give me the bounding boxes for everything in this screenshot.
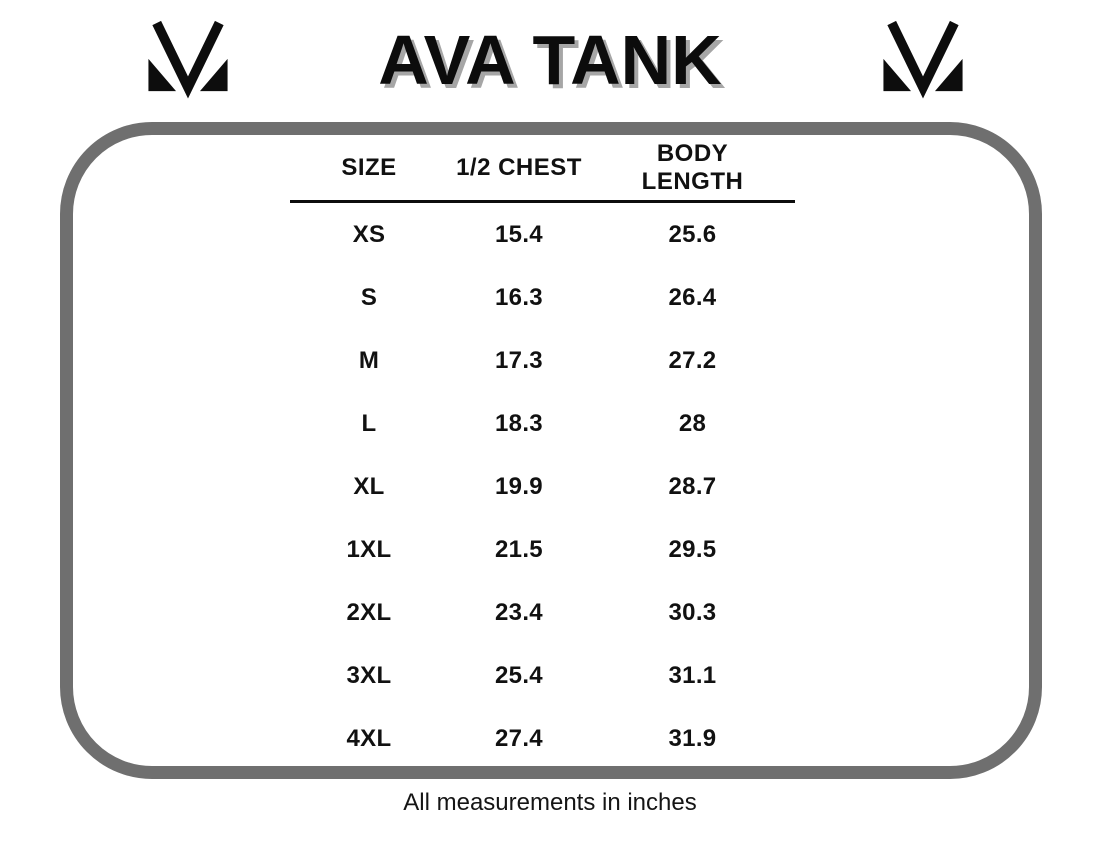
column-header-size: SIZE bbox=[341, 153, 397, 181]
size-cell: 2XL bbox=[346, 598, 392, 626]
table-row: 1XL 21.5 29.5 bbox=[290, 518, 795, 581]
size-cell: L bbox=[361, 409, 377, 437]
half-chest-cell: 21.5 bbox=[495, 535, 543, 563]
body-length-cell: 28 bbox=[678, 409, 707, 437]
table-header-row: SIZE 1/2 CHEST BODY LENGTH bbox=[290, 136, 795, 200]
column-header-half-chest: 1/2 CHEST bbox=[456, 153, 582, 181]
table-row: M 17.3 27.2 bbox=[290, 329, 795, 392]
body-length-cell: 25.6 bbox=[668, 220, 717, 248]
body-length-cell: 28.7 bbox=[668, 472, 717, 500]
body-length-cell: 31.1 bbox=[668, 661, 717, 689]
half-chest-cell: 23.4 bbox=[495, 598, 543, 626]
half-chest-cell: 15.4 bbox=[495, 220, 543, 248]
page-title: AVA TANK bbox=[378, 21, 722, 99]
body-length-cell: 31.9 bbox=[668, 724, 717, 752]
size-cell: 4XL bbox=[346, 724, 392, 752]
brand-monogram-icon bbox=[148, 20, 228, 99]
body-length-cell: 29.5 bbox=[668, 535, 717, 563]
body-length-cell: 26.4 bbox=[668, 283, 717, 311]
table-row: 4XL 27.4 31.9 bbox=[290, 707, 795, 770]
table-row: S 16.3 26.4 bbox=[290, 266, 795, 329]
table-row: L 18.3 28 bbox=[290, 392, 795, 455]
body-length-cell: 30.3 bbox=[668, 598, 717, 626]
size-cell: XL bbox=[353, 472, 385, 500]
table-row: XS 15.4 25.6 bbox=[290, 203, 795, 266]
table-row: 3XL 25.4 31.1 bbox=[290, 644, 795, 707]
size-cell: 3XL bbox=[346, 661, 392, 689]
size-cell: XS bbox=[352, 220, 386, 248]
rounded-border-panel bbox=[60, 122, 1042, 779]
size-cell: S bbox=[360, 283, 378, 311]
half-chest-cell: 19.9 bbox=[495, 472, 543, 500]
header-divider bbox=[290, 200, 795, 203]
column-header-body-length: BODY LENGTH bbox=[641, 139, 744, 195]
size-table: SIZE 1/2 CHEST BODY LENGTH XS 15.4 25.6 … bbox=[290, 136, 795, 770]
table-row: XL 19.9 28.7 bbox=[290, 455, 795, 518]
half-chest-cell: 27.4 bbox=[495, 724, 543, 752]
brand-monogram-icon bbox=[883, 20, 963, 99]
half-chest-cell: 18.3 bbox=[495, 409, 543, 437]
half-chest-cell: 25.4 bbox=[495, 661, 543, 689]
body-length-cell: 27.2 bbox=[668, 346, 717, 374]
half-chest-cell: 17.3 bbox=[495, 346, 543, 374]
table-row: 2XL 23.4 30.3 bbox=[290, 581, 795, 644]
size-cell: 1XL bbox=[346, 535, 392, 563]
footer-note: All measurements in inches bbox=[403, 789, 697, 816]
half-chest-cell: 16.3 bbox=[495, 283, 543, 311]
size-cell: M bbox=[358, 346, 380, 374]
